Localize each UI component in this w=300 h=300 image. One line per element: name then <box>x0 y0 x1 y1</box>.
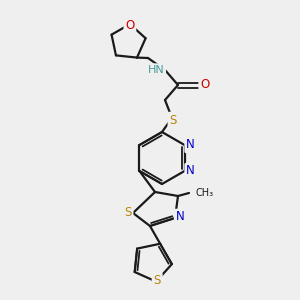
Text: HN: HN <box>148 65 164 75</box>
Text: S: S <box>169 113 177 127</box>
Text: O: O <box>125 19 134 32</box>
Text: CH₃: CH₃ <box>195 188 213 198</box>
Text: O: O <box>200 79 210 92</box>
Text: N: N <box>176 211 184 224</box>
Text: N: N <box>186 164 195 178</box>
Text: S: S <box>124 206 132 220</box>
Text: S: S <box>154 274 161 287</box>
Text: N: N <box>186 139 195 152</box>
